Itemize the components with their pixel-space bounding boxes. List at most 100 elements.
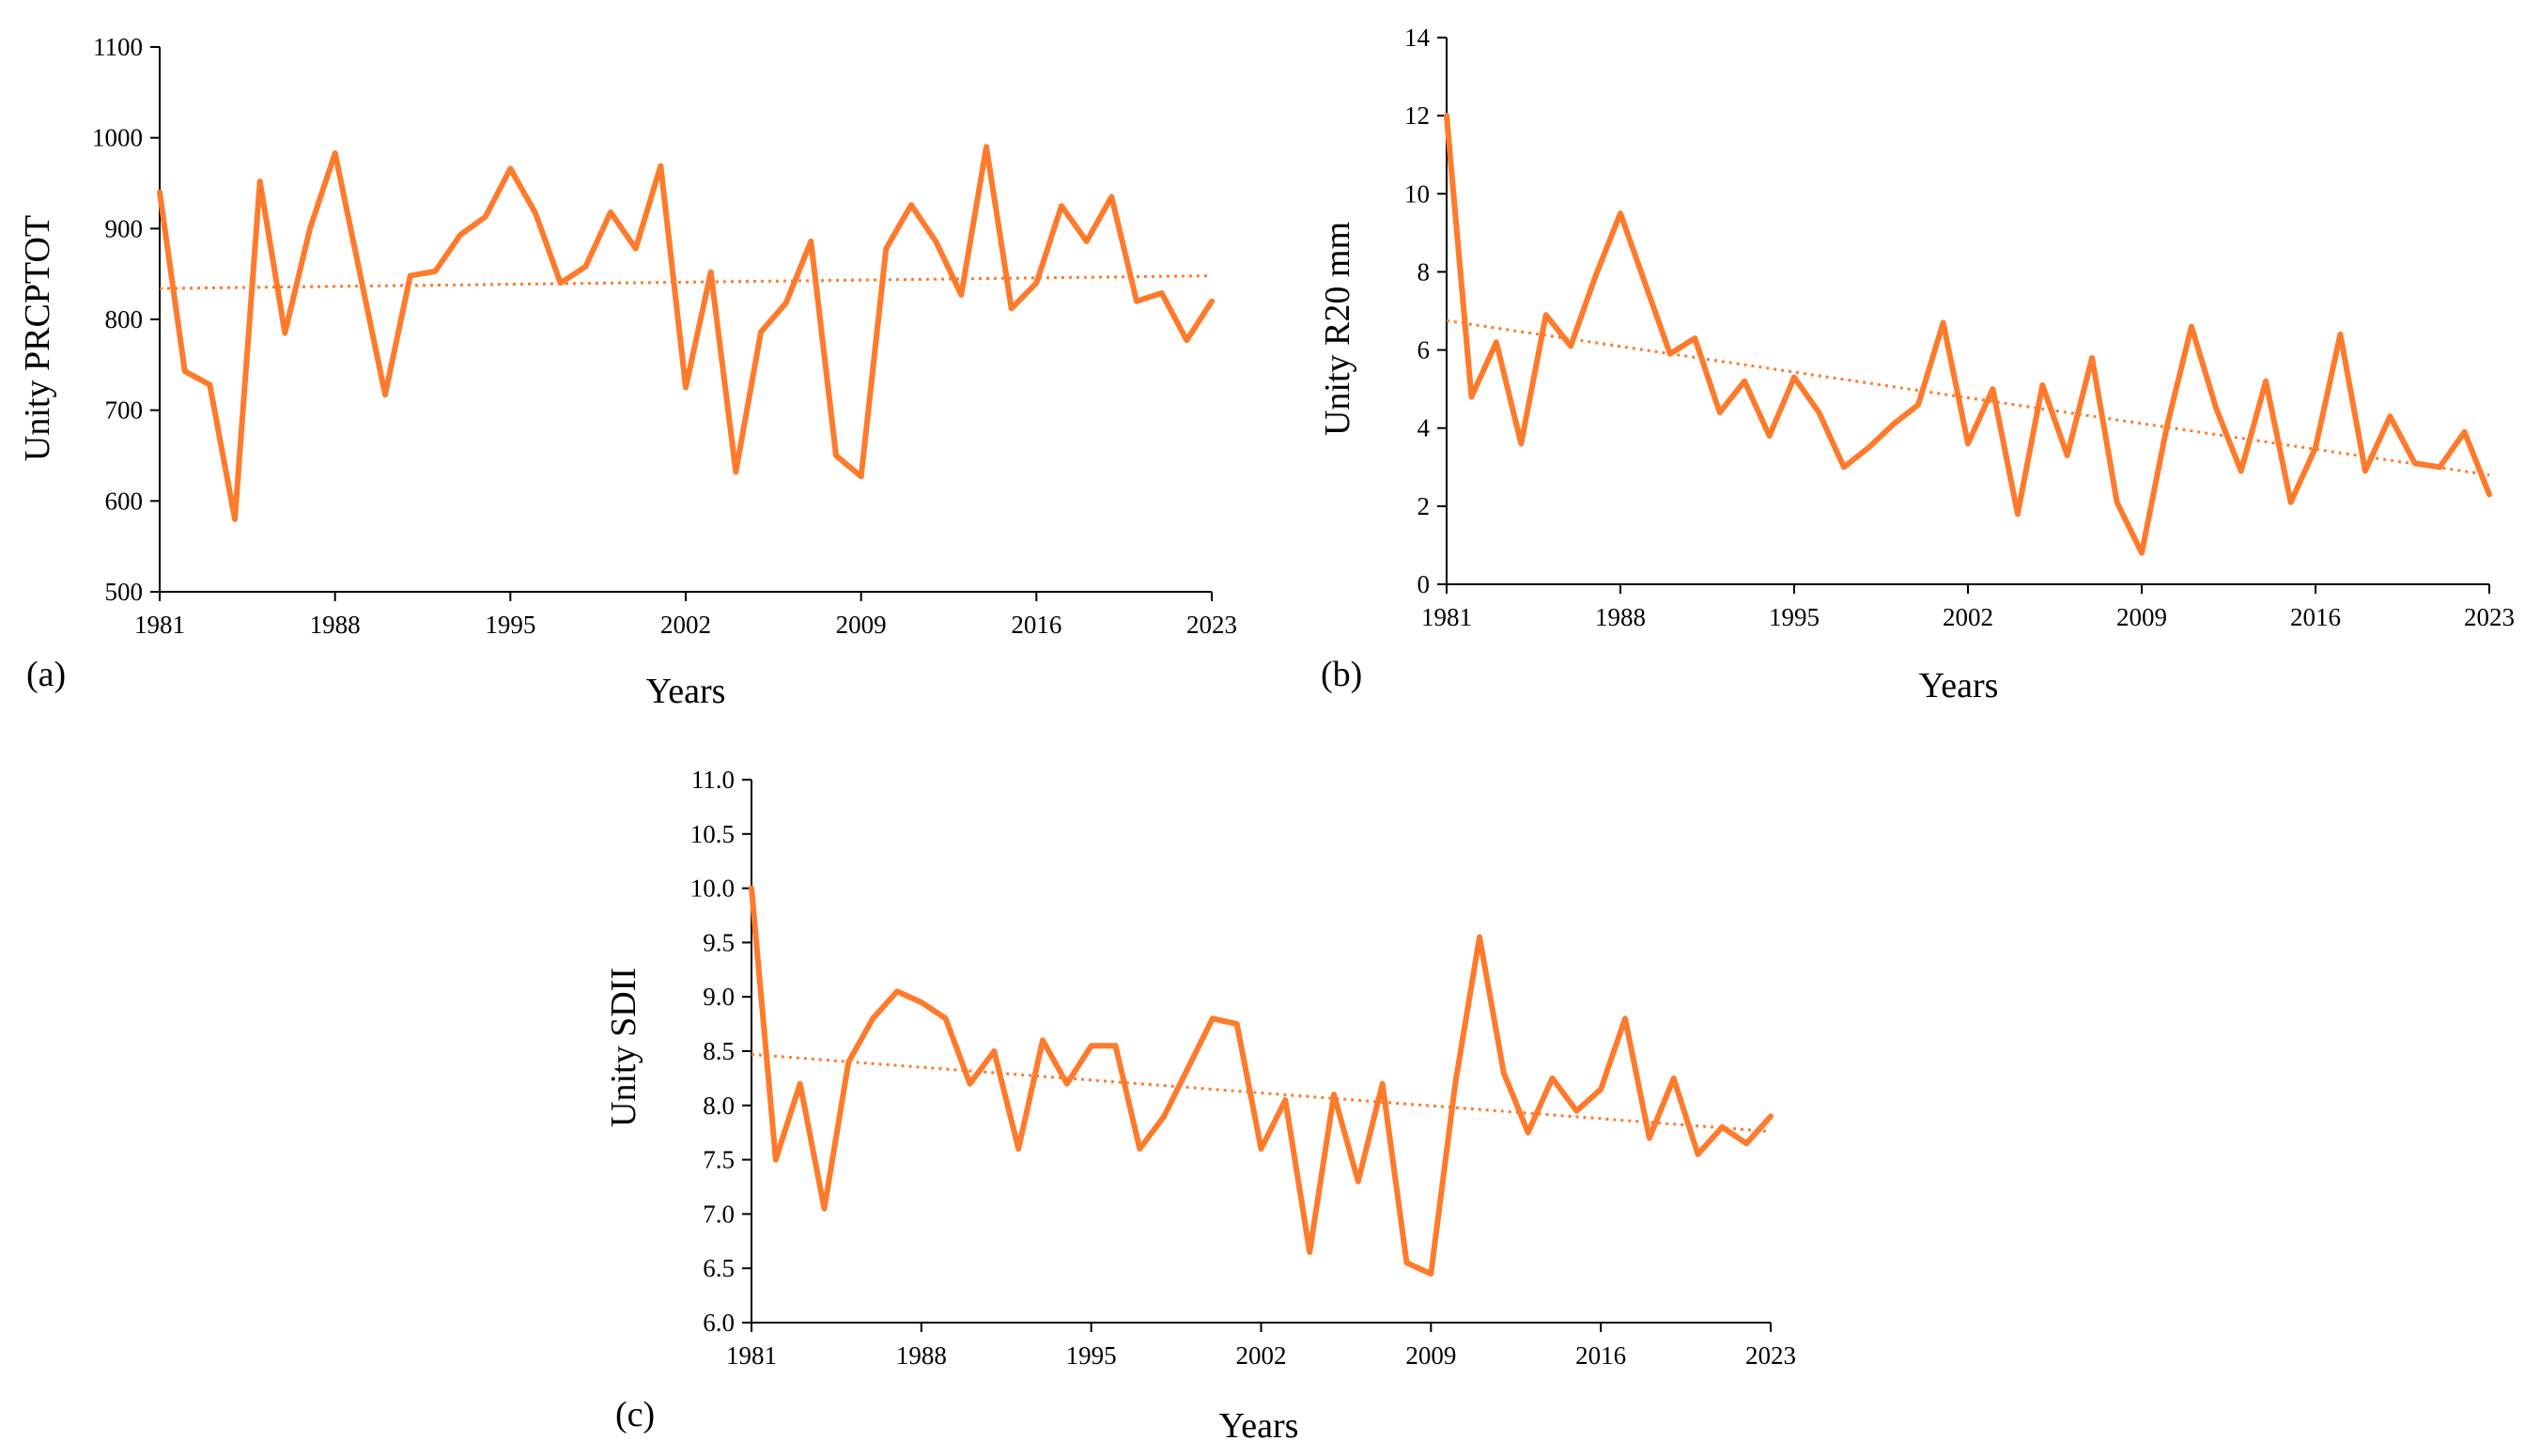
series-line bbox=[749, 885, 1774, 1277]
data-point bbox=[1428, 1271, 1433, 1277]
data-point bbox=[232, 517, 238, 522]
data-point bbox=[432, 269, 438, 274]
data-point bbox=[1768, 1113, 1774, 1119]
y-tick-label: 6 bbox=[1417, 336, 1431, 364]
data-point bbox=[1452, 1081, 1458, 1087]
y-axis-title: Unity R20 mm bbox=[1318, 222, 1357, 436]
data-point bbox=[207, 382, 212, 388]
data-point bbox=[1234, 1021, 1240, 1027]
y-tick-label: 10 bbox=[1404, 179, 1430, 208]
y-tick-label: 11.0 bbox=[691, 766, 735, 794]
data-point bbox=[2015, 511, 2021, 517]
data-point bbox=[1719, 1124, 1725, 1130]
panel-label: (a) bbox=[26, 655, 66, 694]
x-tick-label: 1988 bbox=[1595, 603, 1646, 631]
data-point bbox=[758, 330, 764, 335]
series-line bbox=[157, 144, 1215, 522]
data-point bbox=[749, 886, 754, 891]
data-point bbox=[1185, 1064, 1191, 1070]
x-tick-label: 2002 bbox=[660, 611, 711, 639]
data-point bbox=[1742, 379, 1747, 384]
x-tick-label: 1988 bbox=[896, 1341, 947, 1370]
data-point bbox=[822, 1206, 828, 1212]
data-point bbox=[2039, 382, 2045, 388]
data-point bbox=[1161, 1113, 1167, 1119]
y-tick-label: 7.5 bbox=[703, 1146, 735, 1174]
data-point bbox=[870, 1015, 875, 1021]
trend-line bbox=[159, 274, 1213, 290]
data-point bbox=[683, 385, 689, 391]
data-point bbox=[1134, 299, 1139, 304]
data-point bbox=[1444, 113, 1449, 118]
y-tick-label: 9.0 bbox=[703, 983, 735, 1011]
data-point bbox=[1647, 1135, 1652, 1140]
panel-label: (c) bbox=[615, 1395, 655, 1434]
data-point bbox=[2263, 379, 2269, 384]
data-point bbox=[1518, 441, 1524, 446]
data-point bbox=[1380, 1081, 1386, 1087]
y-tick-label: 500 bbox=[105, 578, 144, 606]
data-point bbox=[1816, 410, 1821, 415]
data-point bbox=[2362, 468, 2368, 473]
data-point bbox=[733, 469, 738, 474]
data-point bbox=[1841, 464, 1847, 470]
data-point bbox=[1282, 1097, 1288, 1103]
data-point bbox=[1064, 1081, 1070, 1087]
data-point bbox=[991, 1048, 997, 1054]
data-point bbox=[1033, 280, 1039, 286]
data-point bbox=[307, 225, 313, 231]
y-tick-label: 8 bbox=[1417, 257, 1431, 286]
data-point bbox=[1692, 335, 1697, 341]
data-point bbox=[1113, 1043, 1119, 1048]
y-tick-label: 1100 bbox=[93, 33, 143, 61]
x-tick-label: 2009 bbox=[1405, 1341, 1456, 1370]
y-tick-label: 700 bbox=[105, 396, 144, 425]
data-point bbox=[1642, 281, 1648, 287]
data-point bbox=[1791, 375, 1797, 380]
data-point bbox=[1593, 273, 1599, 279]
chart-panel-b: 0 2 4 6 8 10 12 14 1981 1988 1995 2002 2009 2016 2023 U… bbox=[1318, 23, 2515, 705]
y-tick-label: 900 bbox=[105, 214, 144, 242]
y-tick-label: 12 bbox=[1404, 101, 1430, 130]
data-point bbox=[1494, 339, 1499, 345]
data-point bbox=[1089, 1043, 1094, 1048]
y-tick-label: 6.0 bbox=[703, 1309, 735, 1337]
x-tick-label: 2023 bbox=[2464, 603, 2515, 631]
data-point bbox=[984, 144, 989, 149]
data-point bbox=[257, 178, 263, 184]
data-point bbox=[1210, 1015, 1216, 1021]
x-tick-label: 1995 bbox=[1066, 1341, 1117, 1370]
data-point bbox=[2387, 413, 2393, 419]
data-point bbox=[1568, 343, 1573, 349]
data-point bbox=[1477, 935, 1482, 940]
data-point bbox=[1331, 1092, 1337, 1097]
x-tick-label: 2023 bbox=[1186, 611, 1237, 639]
data-point bbox=[859, 473, 864, 479]
x-tick-label: 2016 bbox=[1011, 611, 1061, 639]
data-point bbox=[845, 1060, 851, 1065]
data-point bbox=[333, 150, 338, 156]
data-point bbox=[1543, 312, 1549, 318]
data-point bbox=[1915, 402, 1921, 408]
data-point bbox=[894, 988, 900, 994]
data-point bbox=[1404, 1260, 1410, 1265]
data-point bbox=[1696, 1152, 1701, 1157]
data-point bbox=[1866, 445, 1871, 451]
data-point bbox=[2213, 406, 2219, 411]
data-point bbox=[1015, 1146, 1021, 1152]
y-tick-label: 14 bbox=[1404, 23, 1431, 52]
data-point bbox=[2437, 464, 2442, 470]
data-point bbox=[533, 210, 538, 216]
y-tick-label: 8.0 bbox=[703, 1092, 735, 1120]
data-point bbox=[2486, 491, 2492, 497]
data-point bbox=[919, 999, 924, 1005]
trend-line bbox=[1446, 318, 2490, 477]
data-point bbox=[182, 368, 188, 374]
data-point bbox=[2163, 426, 2169, 431]
data-point bbox=[633, 246, 639, 252]
data-point bbox=[1526, 1130, 1531, 1136]
data-point bbox=[1767, 433, 1773, 439]
data-point bbox=[157, 190, 163, 195]
data-point bbox=[1671, 1076, 1677, 1081]
